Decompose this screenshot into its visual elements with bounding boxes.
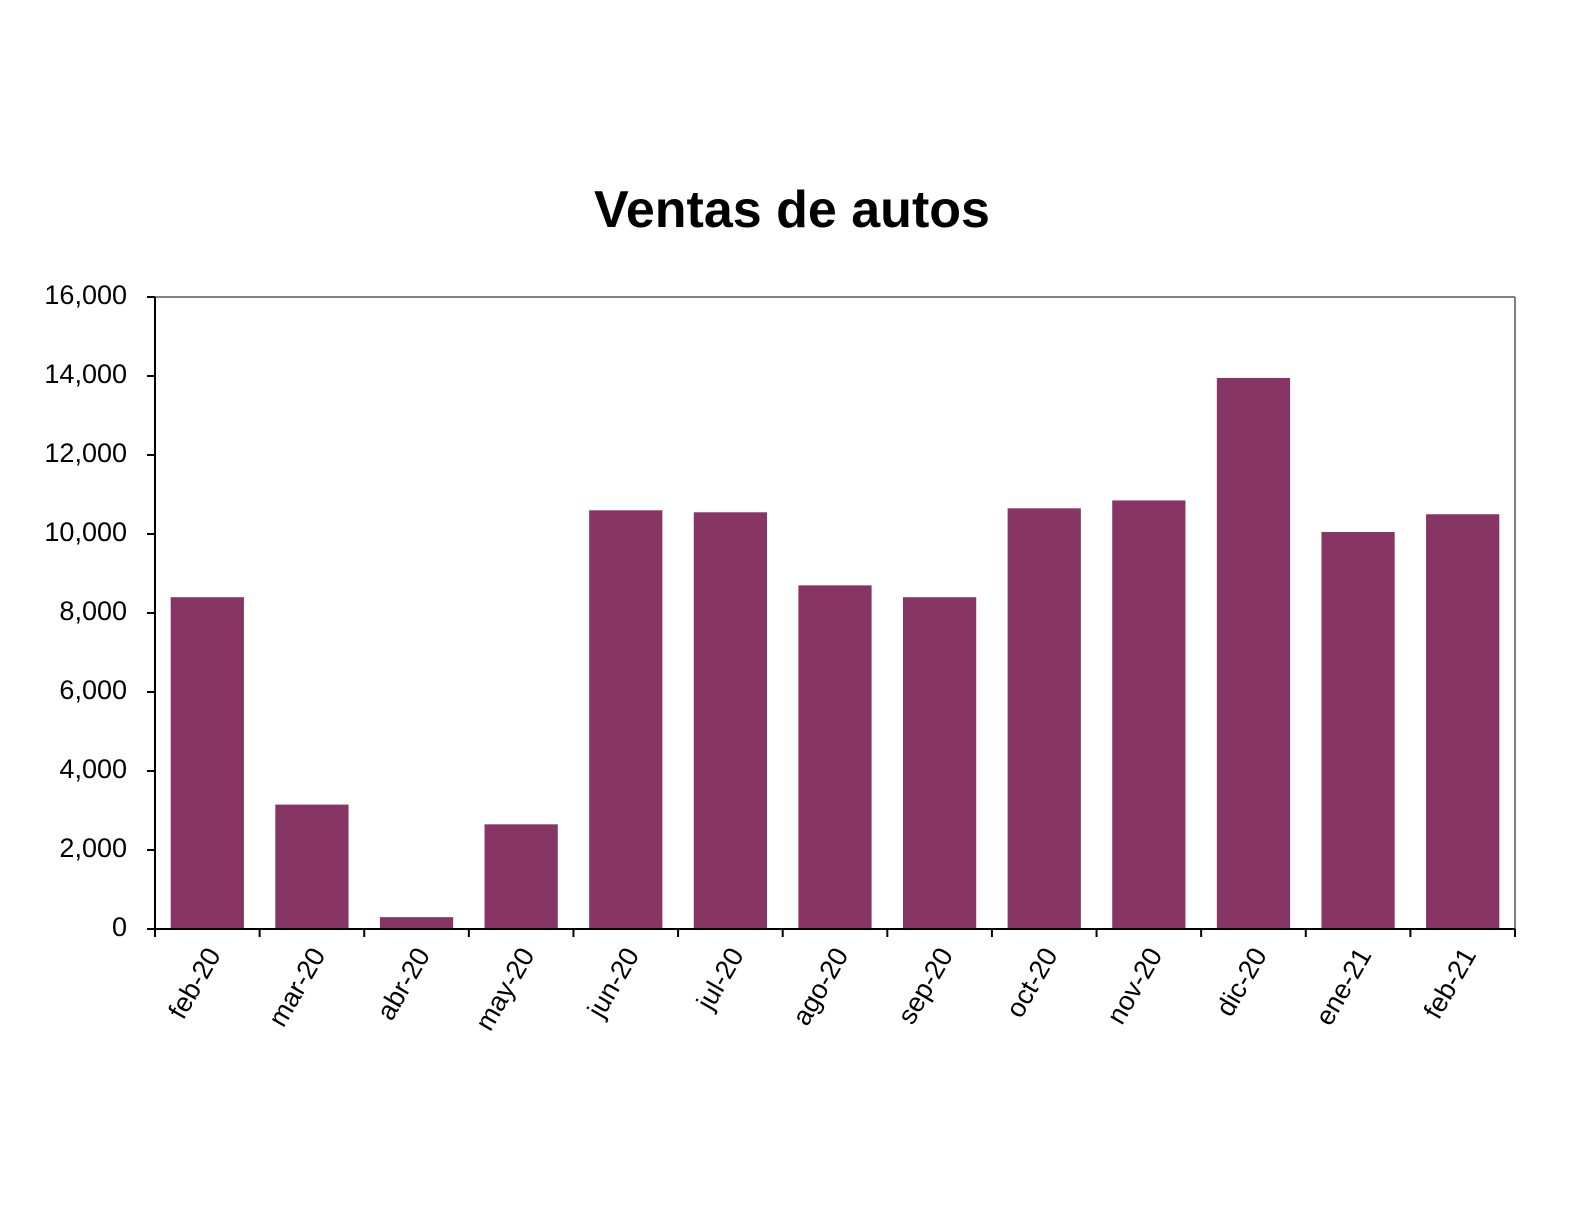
x-tick-label-may-20: may-20 <box>470 943 541 1036</box>
y-tick-label: 6,000 <box>59 675 127 705</box>
x-tick-label-feb-21: feb-21 <box>1418 943 1482 1024</box>
x-tick-label-abr-20: abr-20 <box>371 943 436 1026</box>
x-tick-labels: feb-20 mar-20 abr-20 may-20 jun-20 jul-20 ago-… <box>162 943 1482 1036</box>
x-tick-label-nov-20: nov-20 <box>1101 943 1168 1030</box>
y-tick-label: 12,000 <box>44 438 127 468</box>
x-tick-label-feb-20: feb-20 <box>162 943 226 1024</box>
bar-dic-20 <box>1216 377 1291 930</box>
x-tick-label-mar-20: mar-20 <box>263 943 332 1032</box>
bar-nov-20 <box>1112 500 1186 929</box>
bar-abr-20 <box>379 917 454 929</box>
bar-jun-20 <box>589 510 663 929</box>
bar-mar-20 <box>275 804 349 929</box>
bar-ago-20 <box>798 585 872 929</box>
bars <box>170 377 1500 930</box>
bar-feb-20 <box>170 597 244 929</box>
x-tick-label-sep-20: sep-20 <box>892 943 959 1030</box>
y-tick-label: 16,000 <box>44 280 127 310</box>
bar-jul-20 <box>693 512 767 929</box>
bar-may-20 <box>484 824 558 929</box>
x-tick-label-ago-20: ago-20 <box>786 943 854 1031</box>
y-tick-label: 8,000 <box>59 596 127 626</box>
y-tick-label: 2,000 <box>59 833 127 863</box>
x-tick-label-dic-20: dic-20 <box>1210 943 1273 1022</box>
chart-title: Ventas de autos <box>594 181 990 239</box>
axes <box>147 296 1516 937</box>
bar-sep-20 <box>903 597 977 929</box>
bar-oct-20 <box>1007 508 1081 929</box>
y-tick-label: 10,000 <box>44 517 127 547</box>
y-tick-labels: 0 2,000 4,000 6,000 8,000 10,000 12,000 14,000 1… <box>44 280 127 942</box>
plot-frame <box>155 296 1516 929</box>
x-tick-label-jul-20: jul-20 <box>690 943 750 1016</box>
bar-ene-21 <box>1321 532 1395 929</box>
x-tick-label-ene-21: ene-21 <box>1309 943 1377 1031</box>
bar-feb-21 <box>1426 514 1500 929</box>
x-tick-label-oct-20: oct-20 <box>1000 943 1064 1023</box>
y-tick-label: 14,000 <box>44 359 127 389</box>
y-tick-label: 4,000 <box>59 754 127 784</box>
x-tick-label-jun-20: jun-20 <box>581 943 645 1024</box>
y-tick-label: 0 <box>112 912 127 942</box>
